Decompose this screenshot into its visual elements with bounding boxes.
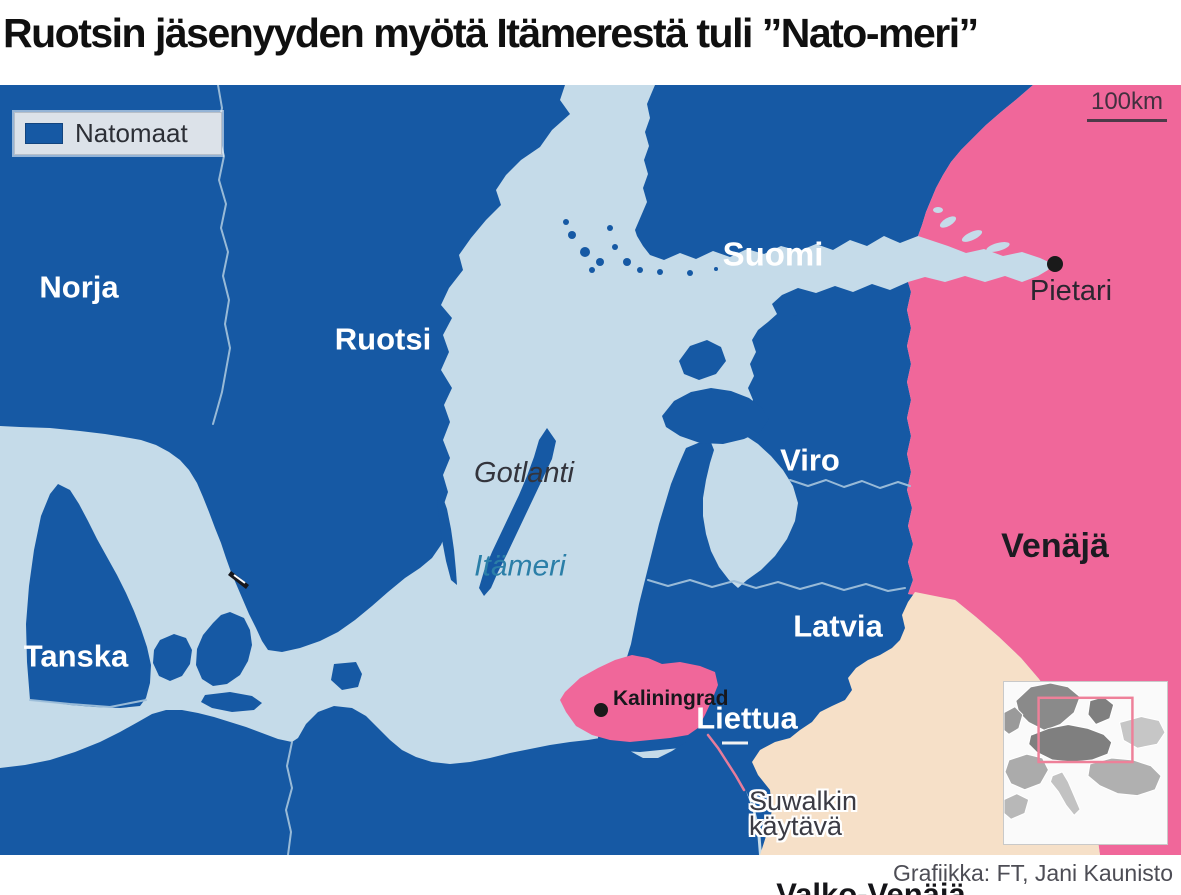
inset-balkans [1087,757,1162,797]
label-belarus: Valko-Venäjä [776,876,966,895]
zealand-island [196,612,252,686]
gotland-island [479,428,556,596]
finland-landmass [635,85,1033,260]
label-lithuania: Liettua [696,700,798,736]
lolland-island [201,692,262,712]
inset-iberia [1004,793,1030,820]
archipelago-islets [563,219,798,321]
europe-locator-inset [1003,681,1168,845]
oresund-strait-marker [228,571,249,589]
latvia-lithuania-border [647,579,906,592]
label-germany: Saksa [133,880,223,895]
scandinavia-landmass [0,85,570,652]
inset-east-europe [1118,716,1166,749]
vyborg-waterways [933,207,1010,252]
curonian-lagoon [566,629,626,673]
pietari-dot [1047,256,1063,272]
label-estonia: Viro [780,442,840,478]
label-baltic-sea: Itämeri [474,549,566,583]
denmark-germany-border [29,699,147,708]
bornholm-island [331,662,362,690]
label-russia: Venäjä [1001,527,1109,566]
label-finland: Suomi [722,235,824,273]
label-st-petersburg: Pietari [1029,274,1113,307]
label-kaliningrad: Kaliningrad [613,687,729,710]
page-title: Ruotsin jäsenyyden myötä Itämerestä tuli… [3,10,979,56]
legend: Natomaat [12,110,224,157]
label-poland: Puola [455,855,545,893]
inset-canvas [1004,682,1167,844]
oland-island [437,492,457,585]
label-sweden: Ruotsi [334,321,432,357]
estonia-latvia-border [789,479,911,489]
germany-poland-landmass [0,706,759,855]
label-gotland: Gotlanti [474,456,574,489]
russia-region [907,85,1181,855]
suwalki-annotation: Suwalkin käytävä [749,786,858,841]
germany-poland-border [285,741,293,855]
label-norway: Norja [39,269,119,305]
credit-text: Grafiikka: FT, Jani Kaunisto [893,860,1173,886]
inset-scandinavia [1015,682,1081,731]
jutland-peninsula [26,484,151,708]
kaliningrad-dot [594,703,608,717]
inset-italy [1049,771,1081,817]
inset-uk [1004,706,1024,735]
saaremaa-island [662,388,769,444]
legend-label: Natomaat [75,118,188,148]
inset-central-europe [1028,723,1113,763]
suwalki-line2: käytävä [749,811,843,841]
baltic-map: Natomaat 100km Norja Ruotsi Suomi Viro V… [0,85,1181,895]
label-latvia: Latvia [793,608,883,644]
map-canvas [0,85,1181,855]
label-denmark: Tanska [23,638,129,674]
funen-island [153,634,192,681]
scale-bar: 100km [1087,88,1167,122]
legend-nato-swatch [25,123,63,144]
suwalki-line1: Suwalkin [749,786,858,816]
suwalki-corridor-border [706,733,746,792]
hiiumaa-island [679,340,726,380]
kaliningrad-region [560,655,718,742]
inset-highlight-rect [1037,696,1134,764]
